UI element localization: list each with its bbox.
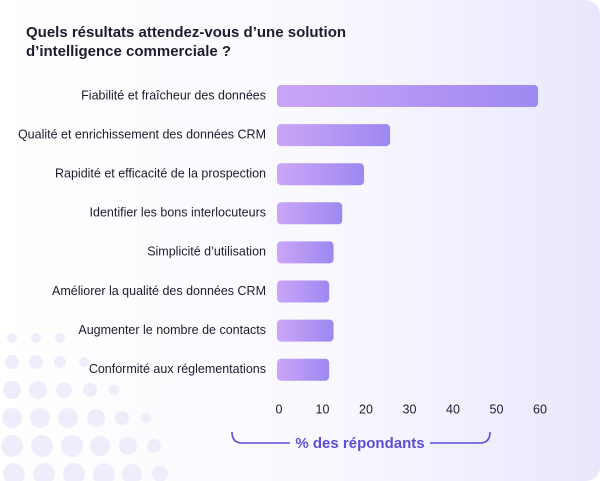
y-tick-label: Simplicité d’utilisation — [147, 245, 266, 259]
chart-title: Quels résultats attendez-vous d’une solu… — [26, 24, 346, 41]
x-axis-label: % des répondants — [295, 435, 424, 452]
bar — [277, 202, 343, 225]
x-tick-label: 20 — [359, 402, 373, 416]
bar — [277, 124, 391, 147]
bar — [277, 85, 538, 107]
x-tick-label: 10 — [316, 402, 330, 416]
y-tick-label: Augmenter le nombre de contacts — [78, 323, 266, 337]
bar — [277, 358, 330, 381]
x-tick-label: 50 — [490, 402, 504, 416]
x-tick-label: 30 — [403, 402, 417, 416]
y-tick-label: Rapidité et efficacité de la prospection — [55, 166, 266, 180]
y-tick-label: Améliorer la qualité des données CRM — [52, 284, 266, 298]
x-tick-label: 60 — [533, 402, 547, 416]
decor-dots — [1, 333, 168, 481]
bar — [277, 280, 330, 303]
y-tick-label: Fiabilité et fraîcheur des données — [81, 88, 266, 102]
chart-title: d’intelligence commerciale ? — [26, 43, 231, 60]
axis-bracket — [231, 431, 491, 444]
y-tick-label: Identifier les bons interlocuteurs — [90, 206, 266, 220]
bar — [277, 163, 364, 186]
x-tick-label: 0 — [276, 402, 283, 416]
bar — [277, 241, 334, 264]
x-tick-label: 40 — [446, 402, 460, 416]
y-tick-label: Qualité et enrichissement des données CR… — [18, 127, 266, 141]
y-tick-label: Conformité aux réglementations — [89, 362, 266, 376]
bar — [277, 319, 334, 342]
